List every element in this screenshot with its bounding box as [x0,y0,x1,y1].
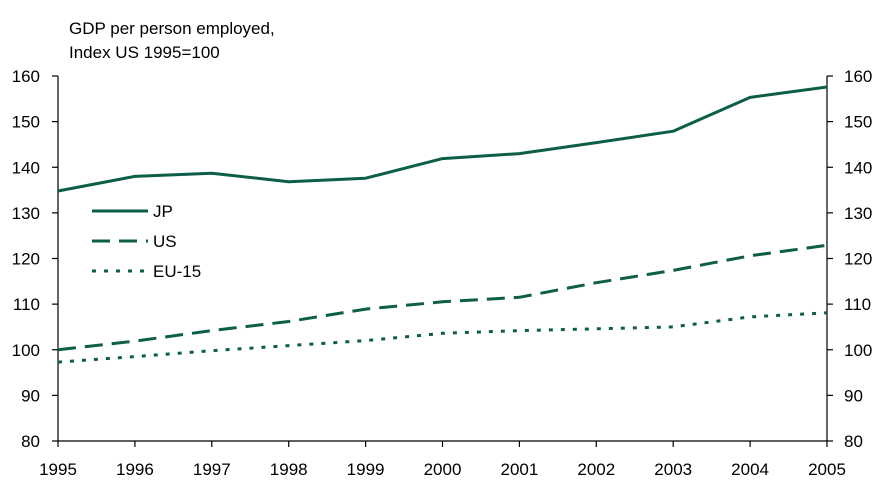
y-axis-left-ticks: 80 90 100 110 120 130 140 150 160 [12,67,58,451]
x-tick-label: 1999 [347,460,385,479]
x-tick-label: 1998 [270,460,308,479]
title-line-1: GDP per person employed, [69,19,275,38]
y-tick-label-left: 80 [21,432,40,451]
x-tick-label: 1995 [39,460,77,479]
y-tick-label-right: 140 [844,158,872,177]
y-tick-label-left: 120 [12,250,40,269]
series-line-eu-15 [57,311,828,364]
y-tick-label-right: 80 [844,432,863,451]
x-tick-label: 2004 [731,460,769,479]
x-tick-label: 1997 [193,460,231,479]
legend: JP US EU-15 [86,198,216,284]
y-tick-label-right: 100 [844,341,872,360]
legend-label-us: US [153,232,177,251]
x-tick-label: 2005 [808,460,846,479]
y-tick-label-right: 90 [844,386,863,405]
x-tick-label: 1996 [116,460,154,479]
y-tick-label-left: 150 [12,113,40,132]
x-tick-label: 2001 [500,460,538,479]
x-tick-label: 2002 [577,460,615,479]
chart-title: GDP per person employed, Index US 1995=10… [69,19,275,62]
title-line-2: Index US 1995=100 [69,43,220,62]
legend-label-eu-15: EU-15 [153,262,201,281]
y-tick-label-left: 100 [12,341,40,360]
x-tick-label: 2000 [424,460,462,479]
legend-label-jp: JP [153,202,173,221]
y-tick-label-right: 110 [844,295,871,314]
y-tick-label-right: 120 [844,250,872,269]
x-tick-label: 2003 [654,460,692,479]
series-line-jp [57,85,828,193]
y-axis-right-ticks: 80 90 100 110 120 130 140 150 160 [827,67,872,451]
y-tick-label-left: 140 [12,158,40,177]
y-tick-label-left: 160 [12,67,40,86]
y-tick-label-right: 150 [844,113,872,132]
y-tick-label-right: 160 [844,67,872,86]
y-tick-label-left: 90 [21,386,40,405]
y-tick-label-right: 130 [844,204,872,223]
series-lines [57,85,828,364]
x-axis-ticks: 1995 1996 1997 1998 1999 2000 2001 2002 2003 2004… [39,441,846,479]
y-tick-label-left: 130 [12,204,40,223]
y-tick-label-left: 110 [13,295,40,314]
